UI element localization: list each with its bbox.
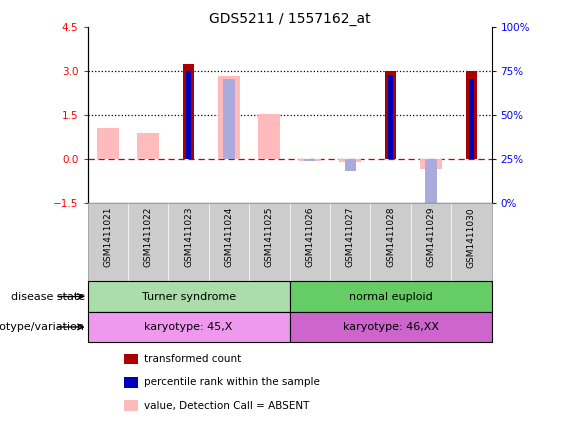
Title: GDS5211 / 1557162_at: GDS5211 / 1557162_at xyxy=(208,12,371,27)
Text: GSM1411025: GSM1411025 xyxy=(265,207,274,267)
Bar xyxy=(466,71,477,159)
Text: karyotype: 45,X: karyotype: 45,X xyxy=(145,322,233,332)
Bar xyxy=(137,133,159,159)
Bar xyxy=(218,76,240,159)
Text: Turner syndrome: Turner syndrome xyxy=(141,291,236,302)
Text: GSM1411026: GSM1411026 xyxy=(305,207,314,267)
Text: GSM1411024: GSM1411024 xyxy=(224,207,233,267)
Text: genotype/variation: genotype/variation xyxy=(0,322,85,332)
Text: GSM1411030: GSM1411030 xyxy=(467,207,476,268)
Bar xyxy=(223,79,234,159)
Text: GSM1411022: GSM1411022 xyxy=(144,207,153,267)
Text: karyotype: 46,XX: karyotype: 46,XX xyxy=(342,322,438,332)
Text: GSM1411023: GSM1411023 xyxy=(184,207,193,267)
Text: GSM1411028: GSM1411028 xyxy=(386,207,395,267)
Bar xyxy=(290,312,492,342)
Bar xyxy=(345,159,356,171)
Text: GSM1411029: GSM1411029 xyxy=(427,207,436,267)
Bar xyxy=(299,159,321,161)
Bar xyxy=(88,312,290,342)
Bar xyxy=(425,159,437,206)
Bar xyxy=(88,281,290,312)
Bar xyxy=(388,75,393,159)
Text: disease state: disease state xyxy=(11,291,85,302)
Bar xyxy=(290,281,492,312)
Bar xyxy=(183,64,194,159)
Text: normal euploid: normal euploid xyxy=(349,291,432,302)
Text: GSM1411021: GSM1411021 xyxy=(103,207,112,267)
Bar xyxy=(304,159,315,162)
Bar xyxy=(385,71,396,159)
Bar xyxy=(466,79,477,159)
Text: percentile rank within the sample: percentile rank within the sample xyxy=(144,377,320,387)
Bar xyxy=(468,79,474,159)
Bar xyxy=(186,71,192,159)
Text: transformed count: transformed count xyxy=(144,354,241,364)
Bar xyxy=(420,159,442,169)
Text: value, Detection Call = ABSENT: value, Detection Call = ABSENT xyxy=(144,401,310,411)
Text: GSM1411027: GSM1411027 xyxy=(346,207,355,267)
Bar xyxy=(97,129,119,159)
Bar xyxy=(258,114,280,159)
Bar xyxy=(339,159,361,162)
